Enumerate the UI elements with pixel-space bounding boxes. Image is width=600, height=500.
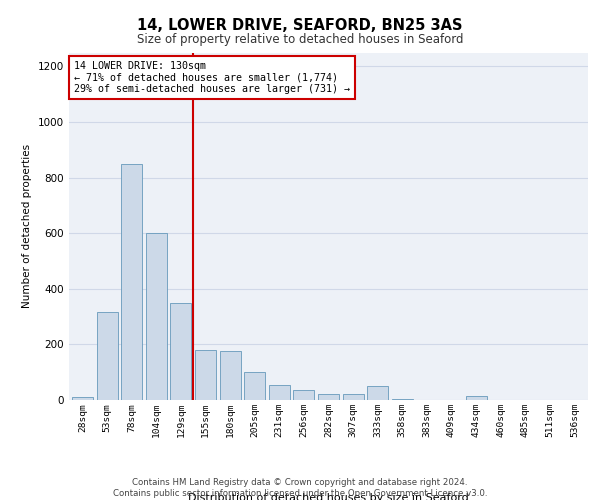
Bar bbox=[343, 394, 364, 400]
Bar bbox=[466, 396, 487, 400]
Bar bbox=[318, 394, 339, 400]
Bar bbox=[244, 372, 265, 400]
Y-axis label: Number of detached properties: Number of detached properties bbox=[22, 144, 32, 308]
Text: Size of property relative to detached houses in Seaford: Size of property relative to detached ho… bbox=[137, 32, 463, 46]
Bar bbox=[97, 312, 118, 400]
Bar bbox=[72, 397, 93, 400]
Bar bbox=[269, 384, 290, 400]
Text: 14 LOWER DRIVE: 130sqm
← 71% of detached houses are smaller (1,774)
29% of semi-: 14 LOWER DRIVE: 130sqm ← 71% of detached… bbox=[74, 61, 350, 94]
Text: Contains HM Land Registry data © Crown copyright and database right 2024.
Contai: Contains HM Land Registry data © Crown c… bbox=[113, 478, 487, 498]
Bar bbox=[170, 302, 191, 400]
Bar bbox=[146, 233, 167, 400]
Text: 14, LOWER DRIVE, SEAFORD, BN25 3AS: 14, LOWER DRIVE, SEAFORD, BN25 3AS bbox=[137, 18, 463, 32]
Bar bbox=[293, 390, 314, 400]
Bar bbox=[367, 386, 388, 400]
Bar bbox=[195, 350, 216, 400]
Bar bbox=[220, 352, 241, 400]
Bar bbox=[121, 164, 142, 400]
X-axis label: Distribution of detached houses by size in Seaford: Distribution of detached houses by size … bbox=[188, 493, 469, 500]
